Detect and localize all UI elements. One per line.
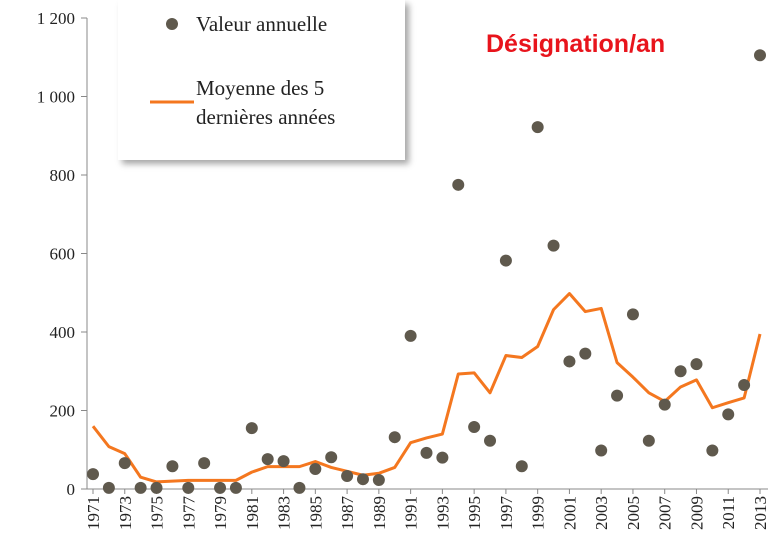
x-tick-label: 1995 bbox=[465, 496, 484, 530]
legend: Valeur annuelle Moyenne des 5 dernières a… bbox=[118, 0, 405, 160]
x-tick-label: 1985 bbox=[306, 496, 325, 530]
average-line bbox=[91, 292, 762, 484]
y-tick-label: 1 000 bbox=[37, 88, 75, 107]
x-tick-label: 1971 bbox=[84, 496, 103, 530]
data-point bbox=[468, 420, 481, 433]
data-point bbox=[388, 431, 401, 444]
data-point bbox=[134, 481, 147, 494]
data-point bbox=[452, 178, 465, 191]
x-tick-label: 1977 bbox=[179, 496, 198, 531]
x-tick-label: 1973 bbox=[116, 496, 135, 530]
data-point bbox=[277, 455, 290, 468]
data-point bbox=[356, 473, 369, 486]
legend-label: Valeur annuelle bbox=[196, 12, 328, 36]
data-point bbox=[658, 398, 671, 411]
data-point bbox=[150, 481, 163, 494]
x-tick-label: 2003 bbox=[592, 496, 611, 530]
data-point bbox=[245, 422, 258, 435]
y-tick-label: 800 bbox=[50, 166, 76, 185]
data-point bbox=[325, 451, 338, 464]
x-tick-label: 1987 bbox=[338, 496, 357, 531]
data-point bbox=[436, 451, 449, 464]
data-point bbox=[372, 473, 385, 486]
data-point bbox=[309, 462, 322, 475]
data-point bbox=[293, 481, 306, 494]
y-tick-label: 400 bbox=[50, 323, 76, 342]
x-tick-label: 1981 bbox=[243, 496, 262, 530]
x-tick-label: 1983 bbox=[275, 496, 294, 530]
y-tick-label: 1 200 bbox=[37, 9, 75, 28]
data-point bbox=[674, 365, 687, 378]
annotation: Désignation/an bbox=[486, 30, 666, 58]
data-point bbox=[690, 358, 703, 371]
data-point bbox=[722, 408, 735, 421]
data-point bbox=[404, 329, 417, 342]
data-point bbox=[738, 378, 751, 391]
data-point bbox=[261, 453, 274, 466]
data-point bbox=[499, 254, 512, 267]
x-tick-label: 2005 bbox=[624, 496, 643, 530]
x-tick-label: 1979 bbox=[211, 496, 230, 530]
x-tick-label: 1975 bbox=[148, 496, 167, 530]
legend-icons bbox=[150, 18, 194, 104]
data-point bbox=[102, 481, 115, 494]
data-point bbox=[182, 481, 195, 494]
y-tick-label: 0 bbox=[67, 480, 76, 499]
data-point bbox=[531, 121, 544, 134]
data-point bbox=[579, 347, 592, 360]
data-point bbox=[706, 444, 719, 457]
legend-dot bbox=[166, 18, 178, 30]
data-point bbox=[547, 239, 560, 252]
data-point bbox=[118, 457, 131, 470]
data-point bbox=[214, 481, 227, 494]
x-tick-label: 1991 bbox=[402, 496, 421, 530]
y-tick-label: 600 bbox=[50, 245, 76, 264]
data-point bbox=[420, 446, 433, 459]
data-point bbox=[166, 460, 179, 473]
data-point bbox=[642, 434, 655, 447]
x-tick-label: 2007 bbox=[656, 496, 675, 531]
data-point bbox=[595, 444, 608, 457]
data-point bbox=[626, 308, 639, 321]
data-point bbox=[563, 355, 576, 368]
data-point bbox=[754, 49, 766, 62]
x-tick-label: 2009 bbox=[687, 496, 706, 530]
x-tick-label: 1997 bbox=[497, 496, 516, 531]
legend-label: Moyenne des 5 dernières années bbox=[196, 76, 336, 129]
x-tick-label: 1989 bbox=[370, 496, 389, 530]
x-tick-label: 1993 bbox=[433, 496, 452, 530]
data-point bbox=[484, 434, 497, 447]
data-point bbox=[198, 457, 211, 470]
x-tick-label: 2011 bbox=[719, 496, 738, 529]
x-tick-label: 1999 bbox=[529, 496, 548, 530]
x-tick-label: 2013 bbox=[751, 496, 770, 530]
data-point bbox=[87, 468, 99, 481]
data-point bbox=[611, 389, 624, 402]
data-point bbox=[341, 470, 354, 483]
data-point bbox=[515, 460, 528, 473]
y-tick-label: 200 bbox=[50, 402, 76, 421]
data-point bbox=[229, 481, 242, 494]
x-tick-label: 2001 bbox=[560, 496, 579, 530]
